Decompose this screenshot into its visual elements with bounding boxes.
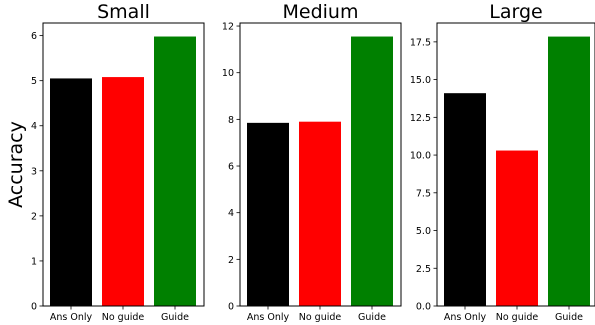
y-tick-label: 10: [222, 68, 234, 79]
subplot-title: Large: [489, 1, 542, 23]
x-tick-label: Guide: [358, 312, 386, 323]
x-tick-label: No guide: [299, 312, 342, 323]
axes-frame: [436, 22, 595, 307]
axes-frame: [239, 22, 402, 307]
y-tick-label: 7.5: [416, 188, 431, 199]
y-tick-label: 17.5: [410, 37, 431, 48]
x-tick-label: Guide: [161, 312, 189, 323]
x-tick-label: Ans Only: [247, 312, 290, 323]
y-tick-label: 12: [222, 22, 234, 33]
y-tick-label: 6: [228, 162, 234, 173]
subplot-title: Small: [97, 1, 150, 23]
y-tick-label: 10.0: [410, 151, 431, 162]
y-tick-label: 12.5: [410, 113, 431, 124]
y-tick-label: 2: [228, 255, 234, 266]
subplots: Ans Only No guide Guide0123456SmallAccurac…: [5, 1, 595, 323]
subplot-large: Ans Only No guide Guide 0.0 2.5 5.0 7.5 10.0 12.…: [410, 1, 595, 323]
x-tick-label: No guide: [496, 312, 539, 323]
y-tick-label: 0: [228, 302, 234, 313]
y-tick-label: 1: [31, 256, 37, 267]
bar-ans-only: [444, 93, 486, 307]
bar-ans-only: [247, 122, 289, 306]
y-tick-label: 2: [31, 211, 37, 222]
subplot-small: Ans Only No guide Guide 0 1 2 3 4 5 6 Small Accurac…: [5, 1, 205, 323]
bar-no-guide: [299, 121, 341, 306]
y-tick-label: 2.5: [416, 264, 431, 275]
bar-guide: [154, 36, 196, 307]
x-tick-label: Ans Only: [50, 312, 93, 323]
bar-ans-only: [50, 78, 92, 306]
bar-guide: [548, 36, 590, 307]
y-tick-label: 0: [31, 302, 37, 313]
y-tick-label: 3: [31, 166, 37, 177]
y-tick-label: 8: [228, 115, 234, 126]
bar-no-guide: [496, 150, 538, 306]
x-tick-label: Guide: [555, 312, 583, 323]
y-tick-label: 5: [31, 76, 37, 87]
y-tick-label: 5.0: [416, 226, 431, 237]
y-tick-label: 15.0: [410, 75, 431, 86]
axes-frame: [42, 22, 205, 307]
subplot-medium: Ans Only No guide Guide 0 2 4 6 8 10 12 Medium: [222, 1, 402, 323]
y-tick-label: 4: [228, 208, 234, 219]
bar-guide: [351, 36, 393, 306]
subplot-title: Medium: [283, 1, 359, 23]
y-tick-label: 6: [31, 31, 37, 42]
x-tick-label: No guide: [102, 312, 145, 323]
y-tick-label: 4: [31, 121, 37, 132]
y-tick-label: 0.0: [416, 302, 431, 313]
y-axis-label: Accuracy: [5, 121, 27, 208]
bar-no-guide: [102, 77, 144, 306]
x-tick-label: Ans Only: [444, 312, 487, 323]
